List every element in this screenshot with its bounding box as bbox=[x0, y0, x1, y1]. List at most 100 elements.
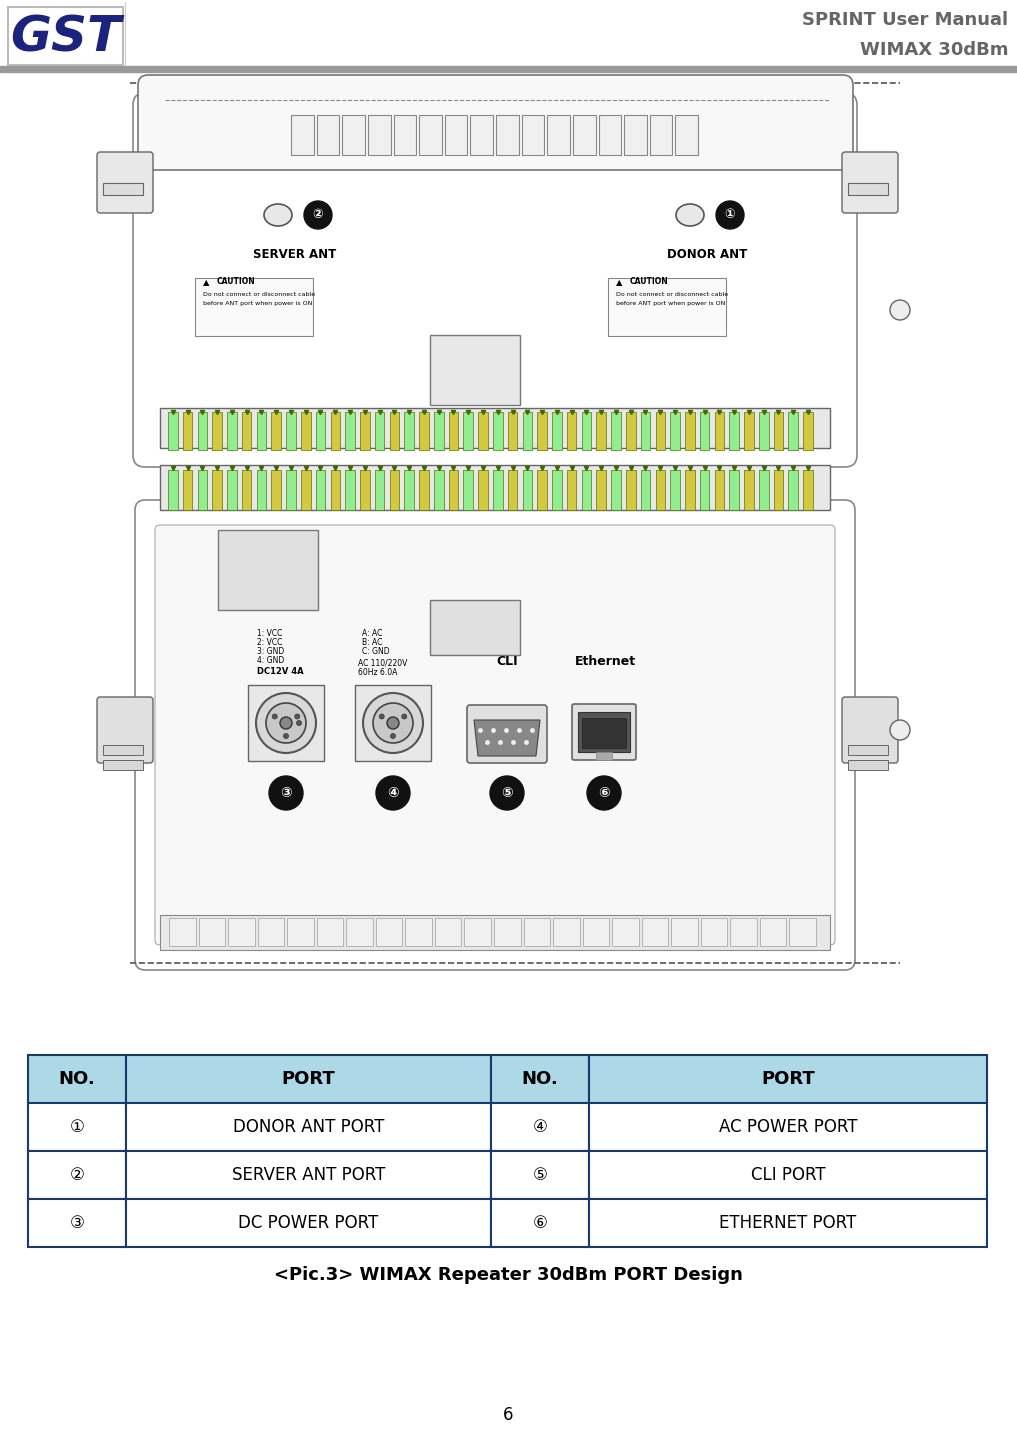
FancyBboxPatch shape bbox=[138, 75, 853, 171]
Bar bbox=[611, 470, 620, 511]
Bar bbox=[213, 412, 222, 450]
Text: ⑥: ⑥ bbox=[598, 786, 610, 800]
Bar bbox=[28, 1103, 126, 1152]
Circle shape bbox=[270, 776, 303, 810]
Text: ②: ② bbox=[69, 1166, 84, 1184]
Circle shape bbox=[376, 776, 410, 810]
Text: DC POWER PORT: DC POWER PORT bbox=[238, 1215, 378, 1232]
Circle shape bbox=[890, 720, 910, 740]
Bar bbox=[744, 470, 754, 511]
Bar bbox=[701, 918, 727, 946]
Bar bbox=[160, 915, 830, 949]
FancyBboxPatch shape bbox=[135, 500, 855, 969]
Bar bbox=[730, 918, 757, 946]
Bar bbox=[675, 115, 698, 155]
Polygon shape bbox=[474, 720, 540, 756]
Text: PORT: PORT bbox=[761, 1070, 815, 1088]
Ellipse shape bbox=[264, 204, 292, 227]
Text: CLI PORT: CLI PORT bbox=[751, 1166, 826, 1184]
Text: A: AC: A: AC bbox=[362, 630, 382, 638]
Bar bbox=[774, 470, 783, 511]
Bar bbox=[670, 412, 680, 450]
Text: WIMAX 30dBm: WIMAX 30dBm bbox=[859, 42, 1008, 59]
Bar bbox=[28, 1152, 126, 1199]
Circle shape bbox=[716, 201, 744, 229]
Bar bbox=[346, 918, 373, 946]
Ellipse shape bbox=[676, 204, 704, 227]
Text: ⑤: ⑤ bbox=[501, 786, 513, 800]
Bar bbox=[168, 412, 178, 450]
Bar bbox=[375, 470, 384, 511]
Bar bbox=[346, 470, 355, 511]
Text: ③: ③ bbox=[69, 1215, 84, 1232]
Bar bbox=[405, 470, 414, 511]
Bar bbox=[596, 412, 606, 450]
Text: before ANT port when power is ON: before ANT port when power is ON bbox=[616, 301, 725, 305]
Bar bbox=[494, 918, 521, 946]
Bar bbox=[552, 412, 561, 450]
Bar bbox=[744, 412, 754, 450]
Bar bbox=[394, 115, 416, 155]
Bar bbox=[589, 1152, 988, 1199]
Text: ③: ③ bbox=[280, 786, 292, 800]
Bar bbox=[213, 470, 222, 511]
Bar bbox=[256, 470, 266, 511]
Bar bbox=[583, 918, 609, 946]
Bar bbox=[789, 918, 816, 946]
Bar bbox=[0, 66, 1017, 72]
Bar bbox=[242, 470, 251, 511]
Bar bbox=[448, 470, 459, 511]
Bar bbox=[197, 470, 207, 511]
Text: Do not connect or disconnect cable: Do not connect or disconnect cable bbox=[616, 293, 728, 297]
Bar bbox=[715, 470, 724, 511]
Text: ⑥: ⑥ bbox=[533, 1215, 547, 1232]
Bar bbox=[729, 412, 739, 450]
Circle shape bbox=[490, 776, 524, 810]
Circle shape bbox=[379, 714, 384, 718]
Bar bbox=[848, 184, 888, 195]
Bar bbox=[589, 1103, 988, 1152]
Circle shape bbox=[297, 720, 301, 726]
Bar bbox=[759, 412, 769, 450]
Bar bbox=[28, 1199, 126, 1248]
Bar bbox=[471, 115, 493, 155]
FancyBboxPatch shape bbox=[155, 525, 835, 945]
Bar bbox=[218, 531, 318, 609]
Text: 4: GND: 4: GND bbox=[257, 655, 284, 665]
Bar bbox=[641, 470, 650, 511]
Text: DONOR ANT PORT: DONOR ANT PORT bbox=[233, 1119, 384, 1136]
Bar bbox=[197, 412, 207, 450]
Bar bbox=[848, 746, 888, 754]
Circle shape bbox=[363, 693, 423, 753]
Bar bbox=[788, 470, 798, 511]
Bar bbox=[346, 412, 355, 450]
Bar bbox=[553, 918, 580, 946]
Bar bbox=[759, 470, 769, 511]
Text: AC POWER PORT: AC POWER PORT bbox=[719, 1119, 857, 1136]
Bar bbox=[390, 412, 400, 450]
Bar bbox=[612, 918, 639, 946]
Bar bbox=[126, 1152, 491, 1199]
Bar bbox=[272, 412, 281, 450]
Bar bbox=[671, 918, 698, 946]
Text: ④: ④ bbox=[387, 786, 399, 800]
Bar bbox=[286, 412, 296, 450]
Bar bbox=[507, 470, 518, 511]
Circle shape bbox=[266, 703, 306, 743]
Bar bbox=[493, 412, 502, 450]
Circle shape bbox=[373, 703, 413, 743]
Bar bbox=[257, 918, 284, 946]
Bar bbox=[715, 412, 724, 450]
Text: Do not connect or disconnect cable: Do not connect or disconnect cable bbox=[203, 293, 315, 297]
Bar bbox=[405, 412, 414, 450]
Bar bbox=[368, 115, 391, 155]
Bar bbox=[493, 470, 502, 511]
Text: 1: VCC: 1: VCC bbox=[257, 630, 283, 638]
Bar bbox=[608, 278, 726, 336]
Bar bbox=[406, 918, 432, 946]
Bar bbox=[301, 412, 310, 450]
Bar bbox=[491, 1055, 589, 1103]
Bar bbox=[729, 470, 739, 511]
Bar bbox=[435, 918, 462, 946]
Bar bbox=[596, 751, 612, 760]
